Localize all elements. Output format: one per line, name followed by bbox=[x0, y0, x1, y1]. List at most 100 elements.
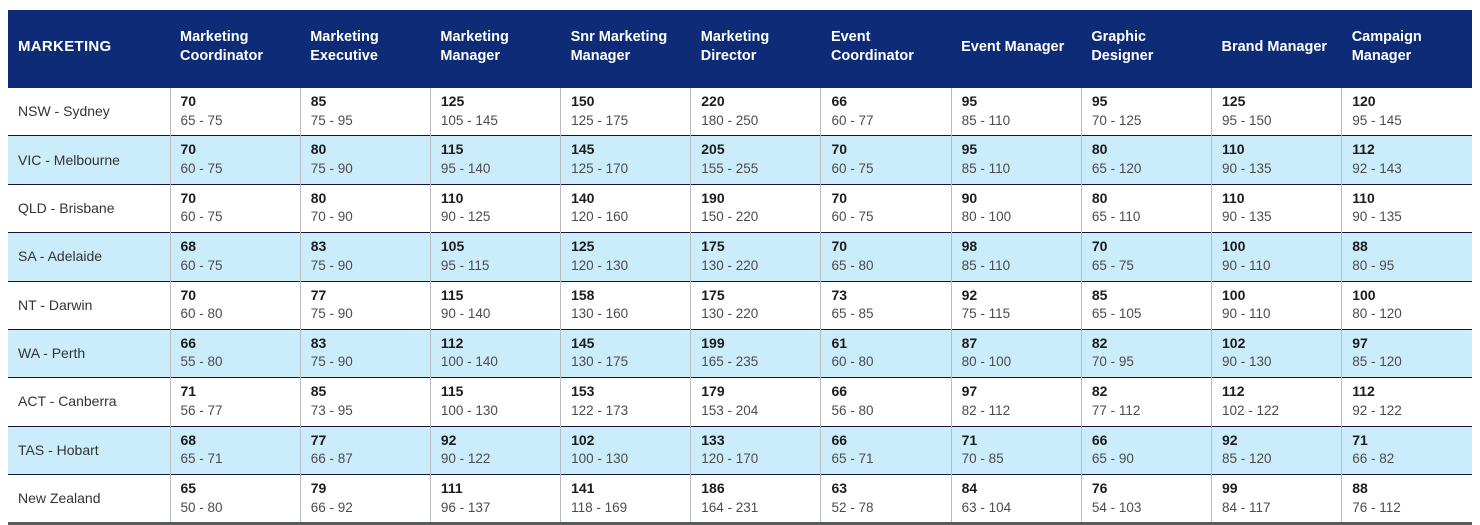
salary-cell: 66 65 - 90 bbox=[1080, 426, 1212, 475]
salary-mid-value: 70 bbox=[831, 141, 848, 158]
salary-range: 164 - 231 bbox=[701, 499, 759, 515]
salary-cell: 102 90 - 130 bbox=[1210, 329, 1342, 378]
salary-cell: 80 65 - 110 bbox=[1080, 184, 1212, 233]
salary-cell: 112 92 - 143 bbox=[1341, 135, 1472, 185]
salary-range: 95 - 145 bbox=[1352, 112, 1402, 128]
salary-mid-value: 205 bbox=[701, 141, 725, 158]
salary-mid-value: 190 bbox=[701, 189, 725, 206]
salary-range: 80 - 95 bbox=[1352, 257, 1395, 273]
column-header: Brand Manager bbox=[1211, 10, 1342, 88]
salary-mid-value: 110 bbox=[1352, 189, 1375, 206]
salary-cell: 92 85 - 120 bbox=[1210, 426, 1342, 475]
salary-mid-value: 87 bbox=[961, 334, 978, 351]
salary-cell: 71 66 - 82 bbox=[1341, 426, 1472, 475]
salary-mid-value: 141 bbox=[571, 480, 595, 496]
salary-mid-value: 83 bbox=[310, 238, 327, 255]
salary-mid-value: 77 bbox=[310, 431, 327, 448]
salary-cell: 85 65 - 105 bbox=[1080, 281, 1212, 330]
salary-cell: 115 90 - 140 bbox=[429, 281, 561, 330]
salary-mid-value: 70 bbox=[180, 93, 197, 109]
salary-mid-value: 80 bbox=[1091, 141, 1108, 158]
salary-mid-value: 80 bbox=[310, 141, 327, 158]
salary-range: 66 - 92 bbox=[310, 499, 353, 515]
salary-mid-value: 76 bbox=[1091, 480, 1108, 496]
salary-mid-value: 66 bbox=[1091, 431, 1108, 448]
salary-range: 65 - 75 bbox=[180, 112, 223, 128]
salary-mid-value: 70 bbox=[831, 238, 848, 255]
region-label: SA - Adelaide bbox=[18, 248, 103, 265]
salary-range: 82 - 112 bbox=[961, 402, 1011, 418]
salary-cell: 70 65 - 75 bbox=[169, 88, 301, 136]
salary-mid-value: 92 bbox=[1222, 431, 1238, 448]
salary-cell: 61 60 - 80 bbox=[820, 329, 952, 378]
salary-cell: 110 90 - 125 bbox=[429, 184, 561, 233]
salary-range: 65 - 105 bbox=[1091, 306, 1142, 321]
salary-cell: 80 65 - 120 bbox=[1080, 135, 1212, 185]
salary-range: 60 - 75 bbox=[180, 257, 223, 273]
salary-range: 65 - 110 bbox=[1091, 209, 1141, 225]
salary-range: 85 - 110 bbox=[961, 112, 1011, 128]
region-label: NSW - Sydney bbox=[18, 103, 110, 120]
salary-mid-value: 92 bbox=[440, 431, 457, 448]
salary-cell: 105 95 - 115 bbox=[429, 232, 561, 281]
salary-mid-value: 99 bbox=[1222, 480, 1238, 496]
salary-cell: 120 95 - 145 bbox=[1341, 88, 1472, 136]
salary-cell: 100 90 - 110 bbox=[1210, 232, 1342, 281]
salary-cell: 205 155 - 255 bbox=[690, 135, 821, 185]
salary-table: MARKETING Marketing Coordinator Marketing… bbox=[8, 10, 1472, 525]
salary-range: 73 - 95 bbox=[310, 402, 353, 418]
salary-cell: 98 85 - 110 bbox=[950, 232, 1082, 281]
salary-mid-value: 100 bbox=[1222, 238, 1246, 255]
column-header: Marketing Director bbox=[690, 10, 821, 88]
table-header: MARKETING Marketing Coordinator Marketing… bbox=[8, 10, 1472, 88]
salary-cell: 66 65 - 71 bbox=[820, 426, 952, 475]
salary-cell: 70 65 - 80 bbox=[820, 232, 952, 281]
salary-cell: 80 70 - 90 bbox=[299, 184, 431, 233]
salary-cell: 76 54 - 103 bbox=[1080, 474, 1212, 524]
salary-cell: 100 90 - 110 bbox=[1210, 281, 1342, 330]
salary-range: 65 - 120 bbox=[1091, 160, 1142, 176]
salary-range: 66 - 87 bbox=[310, 451, 353, 467]
salary-range: 120 - 130 bbox=[571, 257, 629, 273]
salary-range: 102 - 122 bbox=[1222, 402, 1280, 418]
region-label: ACT - Canberra bbox=[18, 393, 117, 410]
salary-range: 60 - 80 bbox=[180, 306, 223, 321]
salary-cell: 80 75 - 90 bbox=[299, 135, 431, 185]
salary-mid-value: 88 bbox=[1352, 238, 1368, 255]
table-row: NSW - Sydney 70 65 - 75 85 75 - 95 125 105 - 1… bbox=[8, 88, 1472, 136]
column-header: Graphic Designer bbox=[1081, 10, 1212, 88]
salary-range: 75 - 90 bbox=[310, 257, 353, 273]
salary-range: 60 - 75 bbox=[180, 160, 223, 176]
salary-range: 130 - 220 bbox=[701, 257, 759, 273]
salary-range: 76 - 112 bbox=[1352, 499, 1401, 515]
salary-cell: 71 70 - 85 bbox=[950, 426, 1082, 475]
salary-range: 90 - 125 bbox=[440, 209, 491, 225]
salary-range: 155 - 255 bbox=[701, 160, 759, 176]
salary-mid-value: 153 bbox=[571, 383, 595, 400]
salary-mid-value: 100 bbox=[1352, 286, 1376, 303]
salary-range: 65 - 90 bbox=[1091, 451, 1134, 467]
salary-mid-value: 66 bbox=[180, 334, 197, 351]
salary-mid-value: 150 bbox=[571, 93, 595, 109]
salary-mid-value: 125 bbox=[571, 238, 595, 255]
salary-range: 65 - 71 bbox=[831, 451, 874, 467]
column-header: Marketing Coordinator bbox=[170, 10, 301, 88]
region-label: VIC - Melbourne bbox=[18, 151, 120, 168]
salary-range: 85 - 120 bbox=[1222, 451, 1272, 467]
salary-cell: 83 75 - 90 bbox=[299, 329, 431, 378]
column-header: Campaign Manager bbox=[1341, 10, 1472, 88]
salary-mid-value: 85 bbox=[1091, 286, 1108, 303]
salary-range: 65 - 85 bbox=[831, 306, 874, 321]
salary-cell: 110 90 - 135 bbox=[1341, 184, 1472, 233]
table-title: MARKETING bbox=[8, 10, 170, 88]
salary-range: 90 - 110 bbox=[1222, 257, 1271, 273]
salary-cell: 102 100 - 130 bbox=[560, 426, 691, 475]
salary-range: 92 - 122 bbox=[1352, 402, 1402, 418]
salary-mid-value: 63 bbox=[831, 480, 848, 496]
salary-range: 125 - 170 bbox=[571, 160, 629, 176]
salary-range: 60 - 75 bbox=[831, 160, 874, 176]
region-label: NT - Darwin bbox=[18, 296, 93, 313]
salary-mid-value: 112 bbox=[1352, 141, 1375, 158]
salary-cell: 68 60 - 75 bbox=[169, 232, 301, 281]
salary-range: 90 - 130 bbox=[1222, 354, 1272, 370]
